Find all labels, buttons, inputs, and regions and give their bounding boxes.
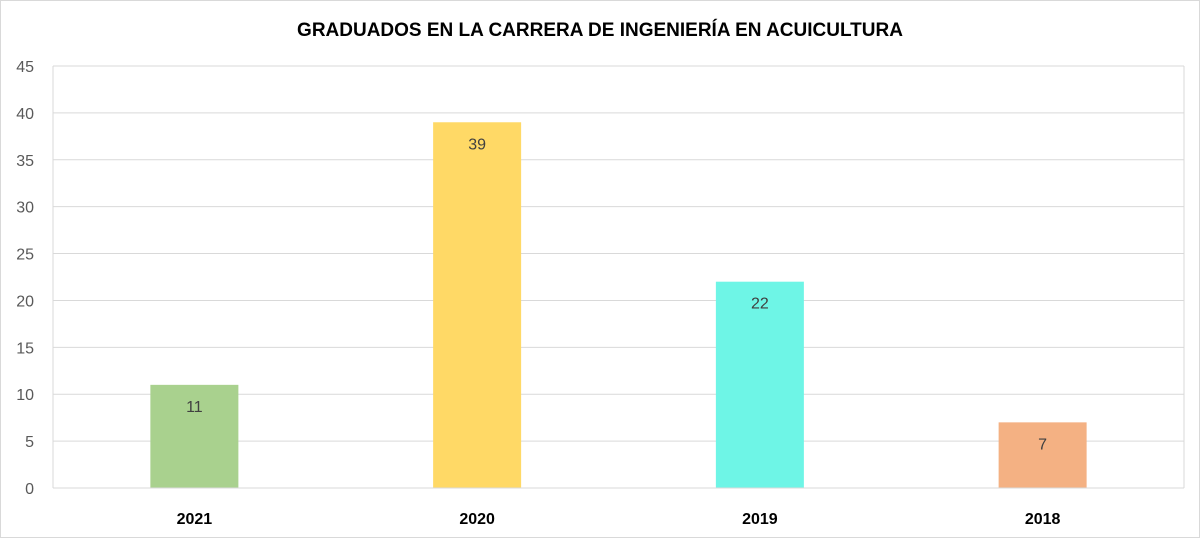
y-tick-label: 15 — [16, 340, 34, 357]
y-tick-label: 25 — [16, 247, 34, 264]
y-tick-label: 30 — [16, 200, 34, 217]
y-tick-label: 40 — [16, 106, 34, 123]
bar-2019 — [715, 281, 804, 488]
x-tick-label-2020: 2020 — [459, 511, 495, 528]
data-label-2019: 22 — [751, 296, 769, 313]
bar-2020 — [433, 122, 522, 489]
y-tick-label: 35 — [16, 153, 34, 170]
x-tick-label-2021: 2021 — [177, 511, 213, 528]
x-tick-label-2019: 2019 — [742, 511, 778, 528]
y-tick-label: 5 — [25, 434, 34, 451]
y-axis: 0 5 10 15 20 25 30 35 40 45 — [16, 59, 34, 498]
bars: 11 39 22 7 — [150, 122, 1087, 489]
data-label-2020: 39 — [468, 136, 486, 153]
data-label-2018: 7 — [1038, 436, 1047, 453]
y-tick-label: 45 — [16, 59, 34, 76]
bar-2018 — [998, 422, 1087, 488]
y-tick-label: 0 — [25, 481, 34, 498]
y-tick-label: 20 — [16, 293, 34, 310]
bar-2021 — [150, 384, 239, 488]
x-axis: 2021 2020 2019 2018 — [53, 487, 1184, 528]
data-label-2021: 11 — [186, 399, 203, 416]
gridlines — [52, 65, 1185, 488]
chart-title: GRADUADOS EN LA CARRERA DE INGENIERÍA EN… — [297, 19, 903, 41]
x-tick-label-2018: 2018 — [1025, 511, 1061, 528]
y-tick-label: 10 — [16, 387, 34, 404]
